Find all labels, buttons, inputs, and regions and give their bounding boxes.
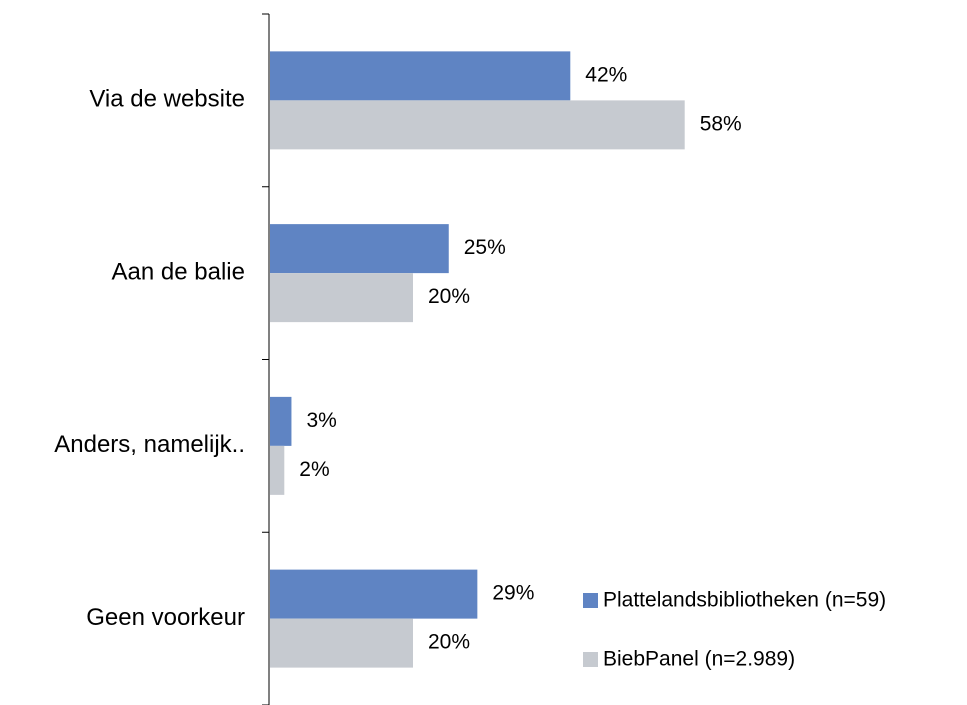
value-label: 20% [428, 285, 470, 308]
category-label: Via de website [89, 86, 245, 113]
bar [270, 445, 285, 495]
category-label: Anders, namelijk.. [54, 431, 245, 458]
legend-label: Plattelandsbibliotheken (n=59) [603, 589, 886, 612]
bar [270, 396, 292, 446]
value-label: 58% [700, 112, 742, 135]
bar [270, 569, 478, 619]
value-label: 42% [585, 63, 627, 86]
value-label: 29% [492, 582, 534, 605]
bar [270, 51, 571, 101]
bar [270, 100, 685, 150]
category-label: Aan de balie [112, 258, 245, 285]
legend-swatch [583, 652, 598, 667]
legend-label: BiebPanel (n=2.989) [603, 648, 795, 671]
bar [270, 273, 413, 323]
bar [270, 224, 449, 274]
value-label: 20% [428, 631, 470, 654]
value-label: 2% [299, 458, 329, 481]
legend-swatch [583, 593, 598, 608]
value-label: 25% [464, 236, 506, 259]
category-label: Geen voorkeur [86, 604, 245, 631]
value-label: 3% [306, 409, 336, 432]
bar [270, 618, 413, 668]
